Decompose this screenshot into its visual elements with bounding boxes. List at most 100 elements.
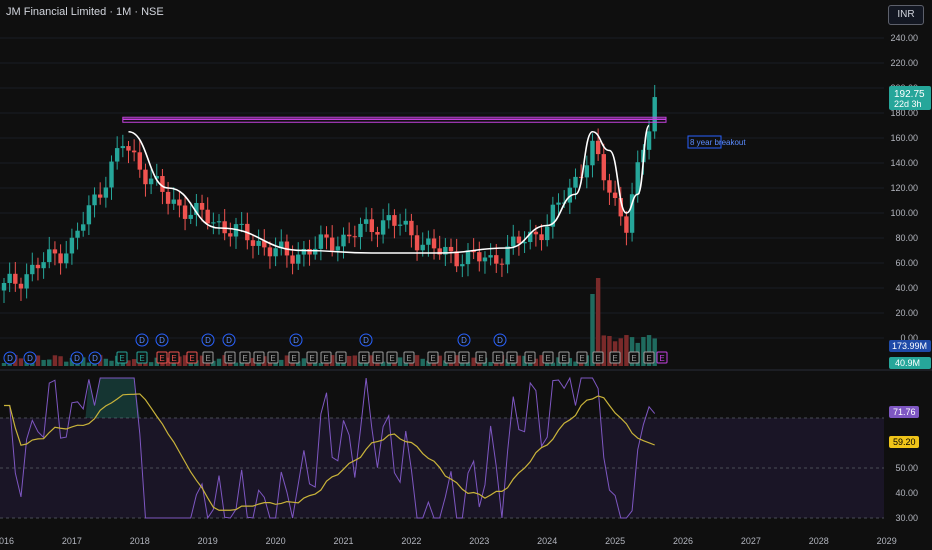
earnings-marker[interactable] xyxy=(288,351,300,364)
volume-bar xyxy=(171,362,176,366)
earnings-marker[interactable] xyxy=(116,351,128,364)
rsi-overbought-fill xyxy=(85,378,147,418)
volume-ma-label: 40.9M xyxy=(895,358,920,368)
rsi-tick-label: 50.00 xyxy=(895,463,918,473)
candle-body xyxy=(567,187,573,203)
earnings-marker[interactable] xyxy=(558,351,570,364)
earnings-marker[interactable] xyxy=(506,351,518,364)
earnings-marker[interactable] xyxy=(186,351,198,364)
earnings-marker[interactable] xyxy=(403,351,415,364)
candle-body xyxy=(397,224,403,226)
candle-body xyxy=(437,248,442,255)
candle-body xyxy=(511,236,516,247)
dividend-marker[interactable] xyxy=(493,333,507,347)
dividend-marker[interactable] xyxy=(88,351,102,365)
earnings-marker[interactable] xyxy=(427,351,439,364)
candle-body xyxy=(75,230,80,238)
candle-body xyxy=(273,248,278,257)
dividend-marker[interactable] xyxy=(201,333,215,347)
earnings-marker[interactable] xyxy=(156,351,168,364)
candle-body xyxy=(109,161,114,188)
price-tick-label: 100.00 xyxy=(890,208,918,218)
earnings-marker[interactable] xyxy=(168,351,180,364)
time-tick-label: 2017 xyxy=(62,536,82,546)
resistance-band[interactable] xyxy=(122,116,667,123)
earnings-marker[interactable] xyxy=(656,351,668,364)
candle-body xyxy=(35,264,41,269)
candle-body xyxy=(13,273,18,284)
earnings-marker[interactable] xyxy=(372,351,384,364)
volume-bar xyxy=(64,361,69,366)
time-axis[interactable]: 2016 2017 2018 2019 2020 2021 2022 2023 2024 2025… xyxy=(0,536,897,546)
earnings-marker[interactable] xyxy=(253,351,265,364)
candle-body xyxy=(431,238,437,249)
earnings-marker-label: E xyxy=(227,354,232,363)
earnings-marker[interactable] xyxy=(358,351,370,364)
earnings-marker-label: E xyxy=(139,354,144,363)
dividend-marker-label: D xyxy=(92,354,98,363)
earnings-marker[interactable] xyxy=(492,351,504,364)
volume-bar xyxy=(607,336,612,366)
volume-bar xyxy=(103,358,109,366)
candle-body xyxy=(386,215,391,221)
dividend-marker-label: D xyxy=(363,336,369,345)
price-grid xyxy=(0,37,884,339)
earnings-marker[interactable] xyxy=(576,351,588,364)
volume-bar xyxy=(488,362,493,366)
earnings-marker[interactable] xyxy=(335,351,347,364)
dividend-marker[interactable] xyxy=(222,333,236,347)
volume-bar xyxy=(126,360,131,366)
earnings-marker[interactable] xyxy=(609,351,621,364)
dividend-marker[interactable] xyxy=(289,333,303,347)
volume-bar xyxy=(86,362,92,366)
earnings-marker[interactable] xyxy=(267,351,279,364)
earnings-marker[interactable] xyxy=(224,351,236,364)
dividend-marker[interactable] xyxy=(359,333,373,347)
dividend-marker[interactable] xyxy=(155,333,169,347)
dividend-marker[interactable] xyxy=(457,333,471,347)
annotation-8-year-breakout[interactable]: 8 year breakout xyxy=(687,135,746,149)
earnings-marker-label: E xyxy=(159,354,164,363)
candle-body xyxy=(352,236,358,238)
earnings-marker[interactable] xyxy=(386,351,398,364)
earnings-marker[interactable] xyxy=(202,351,214,364)
price-tick-label: 180.00 xyxy=(890,108,918,118)
candle-body xyxy=(652,97,657,132)
earnings-marker[interactable] xyxy=(542,351,554,364)
dividend-marker[interactable] xyxy=(70,351,84,365)
volume-bar xyxy=(47,359,52,366)
earnings-marker-label: E xyxy=(323,354,328,363)
candle-body xyxy=(409,220,414,236)
time-tick-label: 2024 xyxy=(537,536,557,546)
dividend-marker[interactable] xyxy=(135,333,149,347)
currency-button[interactable]: INR xyxy=(888,5,924,25)
earnings-marker[interactable] xyxy=(628,351,640,364)
earnings-marker[interactable] xyxy=(320,351,332,364)
price-tick-label: 220.00 xyxy=(890,58,918,68)
earnings-marker[interactable] xyxy=(524,351,536,364)
candle-body xyxy=(267,247,273,257)
earnings-marker[interactable] xyxy=(444,351,456,364)
volume-bar xyxy=(403,362,408,366)
earnings-marker[interactable] xyxy=(592,351,604,364)
candle-body xyxy=(528,231,533,243)
candle-body xyxy=(262,240,267,248)
event-markers[interactable]: D D D DD D D D D D D DE E E E E E E E E E E E E E E E E E E E E E E E E E E E… xyxy=(3,333,668,365)
earnings-marker[interactable] xyxy=(306,351,318,364)
earnings-marker[interactable] xyxy=(239,351,251,364)
earnings-marker[interactable] xyxy=(136,351,148,364)
earnings-marker[interactable] xyxy=(458,351,470,364)
earnings-marker-label: E xyxy=(309,354,314,363)
dividend-marker[interactable] xyxy=(23,351,37,365)
candle-body xyxy=(488,255,493,258)
volume-bar xyxy=(397,357,403,366)
candle-body xyxy=(494,255,499,264)
dividend-marker[interactable] xyxy=(3,351,17,365)
earnings-marker[interactable] xyxy=(475,351,487,364)
volume-bar xyxy=(52,355,58,366)
earnings-marker[interactable] xyxy=(643,351,655,364)
cup-and-handle-curve[interactable] xyxy=(128,124,650,254)
dividend-marker-label: D xyxy=(461,336,467,345)
candle-body xyxy=(443,246,448,255)
